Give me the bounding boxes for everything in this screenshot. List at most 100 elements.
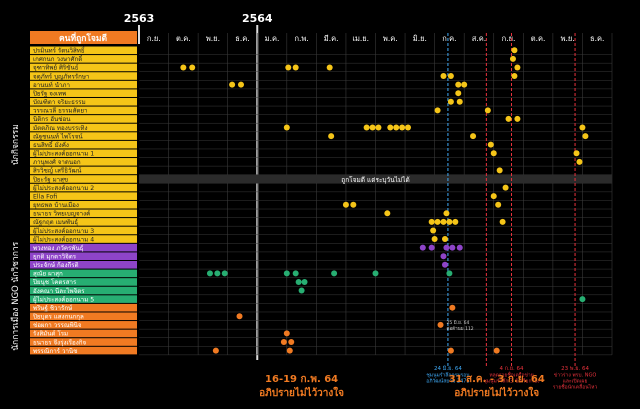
row-name-box bbox=[30, 106, 137, 115]
attack-dot bbox=[495, 201, 502, 208]
header-label: คนที่ถูกโจมตี bbox=[59, 31, 108, 44]
attack-dot bbox=[443, 210, 450, 217]
row-name: ประจักษ์ ก้องกีรติ bbox=[33, 261, 79, 269]
month-label: ธ.ค. bbox=[590, 34, 604, 43]
row-name-box bbox=[30, 140, 137, 149]
month-label: ต.ค. bbox=[531, 34, 546, 43]
footnote-sub: อภิปรายไม่ไว้วางใจ bbox=[454, 386, 539, 399]
row-name-box bbox=[30, 80, 137, 89]
attack-dot bbox=[236, 313, 243, 320]
row-name-box bbox=[30, 278, 137, 286]
attack-dot bbox=[434, 218, 441, 225]
attack-dot bbox=[428, 244, 435, 251]
event-label: 24 มิ.ย. 64 bbox=[434, 365, 462, 372]
row-name: ธนาธร จึงรุ่งเรืองกิจ bbox=[33, 338, 86, 346]
attack-dot bbox=[447, 347, 454, 354]
attack-dot bbox=[283, 124, 290, 131]
attack-dot bbox=[280, 339, 287, 346]
attack-dot bbox=[441, 261, 448, 268]
attack-dot bbox=[328, 133, 335, 140]
footnote-sub: อภิปรายไม่ไว้วางใจ bbox=[259, 386, 344, 399]
month-label: ต.ค. bbox=[176, 34, 191, 43]
row-name: จตุภัทร์ บุญภัทรรักษา bbox=[33, 72, 89, 80]
attack-dot bbox=[452, 218, 459, 225]
attack-dot bbox=[342, 201, 349, 208]
attack-dot bbox=[372, 270, 379, 277]
row-name-box bbox=[30, 115, 137, 123]
attack-dot bbox=[384, 210, 391, 217]
attack-dot bbox=[288, 339, 295, 346]
row-name: พวงทอง ภวัครพันธุ์ bbox=[33, 244, 84, 252]
row-name-box bbox=[30, 166, 137, 175]
group-label: NGO นักวิชาการ bbox=[11, 241, 21, 305]
attack-dot bbox=[443, 244, 450, 251]
row-name: ยุทธพล บ้านเมือง bbox=[33, 201, 79, 209]
attack-dot bbox=[440, 218, 447, 225]
event-sublabel: ข่าวร่าง พรบ. NGO bbox=[554, 373, 597, 379]
attack-dot bbox=[582, 133, 589, 140]
row-name-box bbox=[30, 295, 137, 303]
attack-dot bbox=[283, 330, 290, 337]
callout-label: 25 มิ.ย. 64 bbox=[447, 320, 470, 326]
attack-dot bbox=[189, 64, 196, 71]
row-name-box bbox=[30, 346, 137, 355]
month-label: มิ.ย. bbox=[413, 34, 427, 43]
attack-dot bbox=[206, 270, 213, 277]
attack-dot bbox=[461, 81, 468, 88]
event-label: 23 พ.ย. 64 bbox=[561, 366, 589, 372]
month-label: ม.ค. bbox=[265, 34, 280, 43]
row-name-box bbox=[30, 321, 137, 329]
row-name-box bbox=[30, 55, 137, 63]
attack-dot bbox=[446, 218, 453, 225]
attack-dot bbox=[576, 158, 583, 165]
attack-dot bbox=[363, 124, 370, 131]
row-name: วรรณวลี ธรรมสัตยา bbox=[33, 107, 88, 115]
row-name: เกศกนก วงษาศักดิ์ bbox=[33, 54, 84, 63]
attack-dot bbox=[434, 107, 441, 114]
attack-dot bbox=[447, 98, 454, 105]
attack-dot bbox=[292, 64, 299, 71]
attack-dot bbox=[180, 64, 187, 71]
row-name: ผู้ไม่ประสงค์ออกนาม 3 bbox=[33, 227, 94, 235]
attack-dot bbox=[470, 133, 477, 140]
row-name-box bbox=[30, 46, 137, 55]
attack-dot bbox=[369, 124, 376, 131]
event-sublabel: ชุมนุมรำลึก 3 ข้อเรียกร้อง bbox=[483, 378, 540, 385]
row-name: ผู้ไม่ประสงค์ออกนาม 5 bbox=[33, 295, 94, 303]
footnote-title: 16-19 ก.พ. 64 bbox=[265, 374, 338, 385]
row-name-box bbox=[30, 261, 137, 269]
row-name: สุณัย ผาสุก bbox=[33, 271, 63, 278]
row-name: รังสิมันต์ โรม bbox=[33, 330, 68, 338]
row-name-box bbox=[30, 303, 137, 312]
row-name-box bbox=[30, 269, 137, 278]
row-name: ปิยรัฐ จงเทพ bbox=[32, 90, 66, 97]
attack-dot bbox=[456, 244, 463, 251]
attack-dot bbox=[511, 47, 518, 54]
attack-dot bbox=[484, 107, 491, 114]
row-name-box bbox=[30, 226, 137, 235]
event-sublabel: และเปิดเผย bbox=[563, 378, 588, 385]
attack-dot bbox=[505, 115, 512, 122]
row-name: พริษฐ์ ชิวารักษ์ bbox=[33, 304, 72, 312]
attack-dot bbox=[456, 98, 463, 105]
row-name: ณัฐชนนท์ ไพโรจน์ bbox=[33, 132, 83, 140]
row-name-box bbox=[30, 123, 137, 132]
month-label: ก.ย. bbox=[147, 34, 161, 43]
row-name: Ella Fofi bbox=[33, 193, 57, 200]
row-name: อังคณา นีละไพจิตร bbox=[33, 287, 85, 295]
group-label: นักกิจกรรม bbox=[11, 124, 21, 165]
row-name: จุฑาทิพย์ ศิริขันธ์ bbox=[33, 64, 79, 72]
row-name-box bbox=[30, 175, 137, 183]
row-name: ยุกติ มุกดาวิจิตร bbox=[33, 254, 77, 261]
attack-dot bbox=[514, 115, 521, 122]
attack-dot bbox=[405, 124, 412, 131]
row-name-box bbox=[30, 97, 137, 106]
row-name: มัตตภิณ ทองบรรเทิง bbox=[33, 125, 88, 132]
attack-dot bbox=[283, 270, 290, 277]
attack-dot bbox=[502, 184, 509, 191]
attack-dot bbox=[292, 270, 299, 277]
row-name-box bbox=[30, 132, 137, 140]
row-name: ธนาธร วิทยเบญจางค์ bbox=[33, 210, 90, 218]
attack-dot bbox=[490, 193, 497, 200]
